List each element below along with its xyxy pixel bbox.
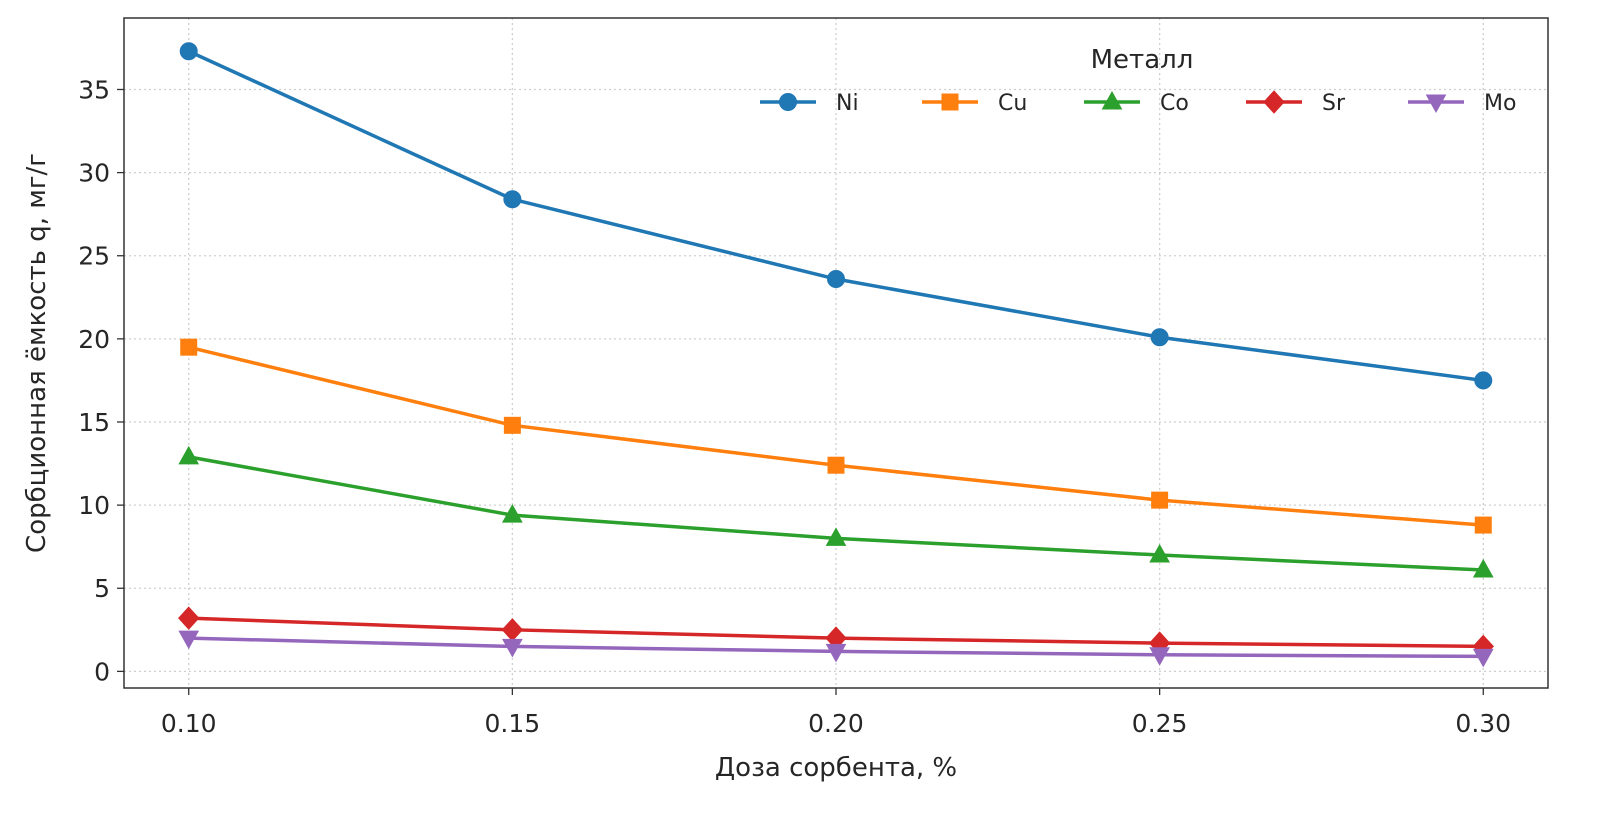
legend-entry-ni: Ni bbox=[760, 91, 859, 116]
series-ni bbox=[179, 42, 1493, 390]
x-axis-title: Доза сорбента, % bbox=[715, 753, 957, 783]
legend-marker-ni bbox=[779, 93, 797, 111]
data-point-co bbox=[1149, 543, 1170, 563]
y-tick-label: 30 bbox=[78, 159, 110, 188]
series-co bbox=[178, 445, 1494, 578]
data-point-co bbox=[825, 527, 847, 546]
series-mo bbox=[178, 630, 1494, 668]
data-point-mo bbox=[1472, 648, 1494, 668]
legend-label-sr: Sr bbox=[1322, 91, 1346, 116]
data-point-co bbox=[1472, 558, 1494, 578]
data-point-mo bbox=[502, 638, 523, 658]
legend-label-ni: Ni bbox=[836, 91, 859, 116]
x-tick-label: 0.15 bbox=[485, 709, 541, 738]
data-point-ni bbox=[179, 42, 198, 61]
series-layer bbox=[178, 42, 1494, 668]
data-point-sr bbox=[178, 606, 200, 630]
data-point-cu bbox=[827, 456, 845, 474]
legend-label-co: Co bbox=[1160, 91, 1189, 116]
y-tick-label: 15 bbox=[78, 408, 110, 437]
data-point-ni bbox=[1474, 371, 1493, 390]
data-point-cu bbox=[180, 338, 198, 356]
data-point-co bbox=[178, 445, 200, 465]
y-tick-label: 20 bbox=[78, 325, 110, 354]
legend-marker-sr bbox=[1263, 90, 1285, 114]
legend-label-mo: Mo bbox=[1484, 91, 1516, 116]
y-tick-label: 25 bbox=[78, 242, 110, 271]
y-tick-label: 5 bbox=[94, 574, 110, 603]
legend-entry-sr: Sr bbox=[1246, 90, 1346, 116]
x-axis: 0.10 0.15 0.20 0.25 0.30 bbox=[161, 688, 1511, 738]
legend: Металл Ni Cu Co Sr Mo bbox=[760, 45, 1516, 116]
y-tick-label: 35 bbox=[78, 75, 110, 104]
legend-marker-mo bbox=[1425, 94, 1447, 114]
grid bbox=[124, 18, 1548, 688]
series-cu bbox=[180, 338, 1492, 534]
y-axis-title: Сорбционная ёмкость q, мг/г bbox=[22, 153, 52, 553]
data-point-cu bbox=[1151, 491, 1169, 509]
data-point-ni bbox=[1150, 328, 1169, 347]
y-tick-label: 10 bbox=[78, 491, 110, 520]
x-tick-label: 0.20 bbox=[808, 709, 864, 738]
data-point-co bbox=[502, 504, 523, 523]
legend-entry-mo: Mo bbox=[1408, 91, 1516, 116]
data-point-ni bbox=[503, 190, 522, 209]
legend-entry-cu: Cu bbox=[922, 91, 1027, 116]
legend-entry-co: Co bbox=[1084, 90, 1189, 116]
data-point-ni bbox=[827, 270, 845, 289]
x-tick-label: 0.25 bbox=[1132, 709, 1188, 738]
y-axis: 0 5 10 15 20 25 30 35 bbox=[78, 75, 124, 686]
x-tick-label: 0.30 bbox=[1455, 709, 1511, 738]
legend-label-cu: Cu bbox=[998, 91, 1027, 116]
legend-marker-cu bbox=[941, 93, 959, 111]
legend-title: Металл bbox=[1091, 45, 1194, 75]
data-point-mo bbox=[825, 643, 847, 663]
data-point-cu bbox=[1474, 516, 1492, 534]
data-point-cu bbox=[503, 416, 521, 434]
legend-marker-co bbox=[1101, 90, 1123, 110]
y-tick-label: 0 bbox=[94, 657, 110, 686]
data-point-sr bbox=[501, 618, 524, 642]
data-point-mo bbox=[178, 630, 200, 650]
data-point-mo bbox=[1149, 647, 1170, 666]
x-tick-label: 0.10 bbox=[161, 709, 217, 738]
